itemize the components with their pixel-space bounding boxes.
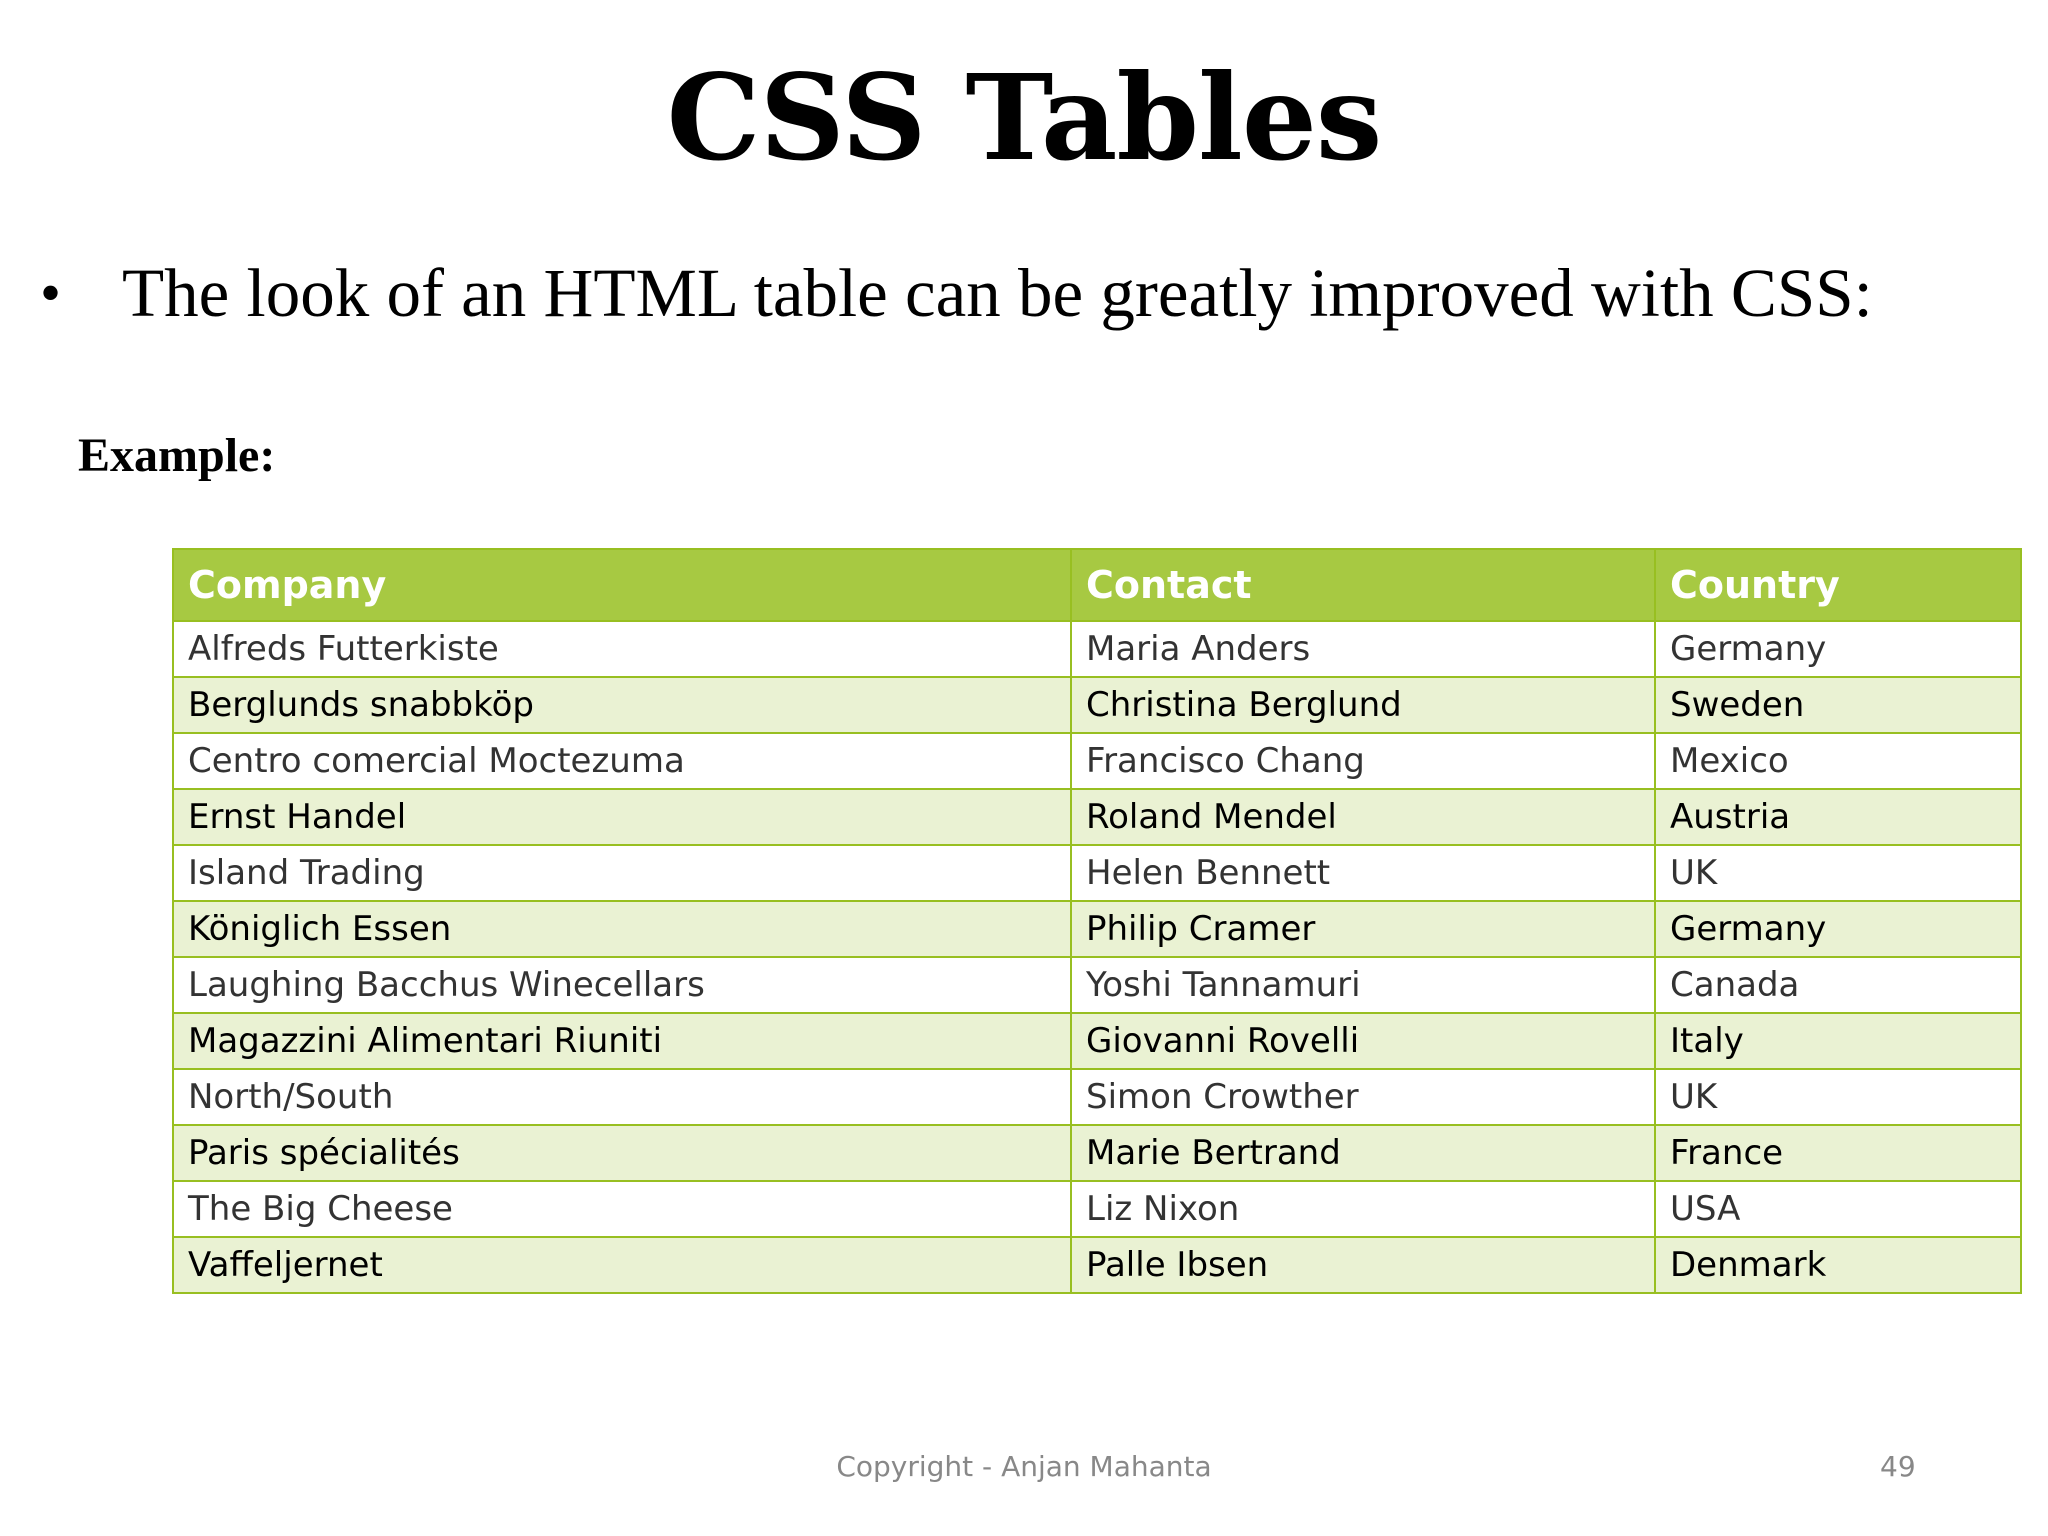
cell-country: Italy: [1654, 1012, 2022, 1070]
table-header-row: Company Contact Country: [172, 548, 2022, 622]
example-table-container: Company Contact Country Alfreds Futterki…: [172, 548, 2022, 1294]
table-row: Ernst Handel Roland Mendel Austria: [172, 788, 2022, 846]
cell-country: UK: [1654, 1068, 2022, 1126]
table-row: Paris spécialités Marie Bertrand France: [172, 1124, 2022, 1182]
cell-contact: Marie Bertrand: [1070, 1124, 1656, 1182]
footer-copyright: Copyright - Anjan Mahanta: [836, 1450, 1212, 1483]
cell-company: Paris spécialités: [172, 1124, 1072, 1182]
cell-company: North/South: [172, 1068, 1072, 1126]
cell-country: Germany: [1654, 620, 2022, 678]
cell-company: Alfreds Futterkiste: [172, 620, 1072, 678]
header-contact: Contact: [1070, 548, 1656, 622]
cell-country: Austria: [1654, 788, 2022, 846]
table-row: Berglunds snabbköp Christina Berglund Swed…: [172, 676, 2022, 734]
cell-country: Germany: [1654, 900, 2022, 958]
table-row: North/South Simon Crowther UK: [172, 1068, 2022, 1126]
cell-contact: Liz Nixon: [1070, 1180, 1656, 1238]
cell-company: Centro comercial Moctezuma: [172, 732, 1072, 790]
cell-company: Magazzini Alimentari Riuniti: [172, 1012, 1072, 1070]
table-row: Laughing Bacchus Winecellars Yoshi Tannam…: [172, 956, 2022, 1014]
customers-table: Company Contact Country Alfreds Futterki…: [172, 548, 2022, 1294]
cell-company: The Big Cheese: [172, 1180, 1072, 1238]
cell-contact: Christina Berglund: [1070, 676, 1656, 734]
cell-contact: Giovanni Rovelli: [1070, 1012, 1656, 1070]
cell-company: Berglunds snabbköp: [172, 676, 1072, 734]
table-row: Island Trading Helen Bennett UK: [172, 844, 2022, 902]
slide-title: CSS Tables: [666, 48, 1383, 187]
cell-country: UK: [1654, 844, 2022, 902]
cell-country: Canada: [1654, 956, 2022, 1014]
header-company: Company: [172, 548, 1072, 622]
cell-contact: Yoshi Tannamuri: [1070, 956, 1656, 1014]
table-row: Königlich Essen Philip Cramer Germany: [172, 900, 2022, 958]
cell-country: Sweden: [1654, 676, 2022, 734]
cell-company: Vaffeljernet: [172, 1236, 1072, 1294]
header-country: Country: [1654, 548, 2022, 622]
table-row: Alfreds Futterkiste Maria Anders Germany: [172, 620, 2022, 678]
cell-country: Mexico: [1654, 732, 2022, 790]
cell-contact: Francisco Chang: [1070, 732, 1656, 790]
cell-contact: Roland Mendel: [1070, 788, 1656, 846]
cell-contact: Helen Bennett: [1070, 844, 1656, 902]
cell-contact: Philip Cramer: [1070, 900, 1656, 958]
bullet-text: The look of an HTML table can be greatly…: [122, 254, 1873, 331]
cell-country: Denmark: [1654, 1236, 2022, 1294]
cell-contact: Simon Crowther: [1070, 1068, 1656, 1126]
cell-company: Königlich Essen: [172, 900, 1072, 958]
cell-company: Island Trading: [172, 844, 1072, 902]
bullet-icon: •: [40, 259, 62, 326]
cell-country: France: [1654, 1124, 2022, 1182]
bullet-point: • The look of an HTML table can be great…: [40, 248, 1873, 338]
cell-contact: Maria Anders: [1070, 620, 1656, 678]
table-body: Alfreds Futterkiste Maria Anders Germany Be…: [172, 620, 2022, 1294]
example-label: Example:: [78, 429, 276, 482]
cell-contact: Palle Ibsen: [1070, 1236, 1656, 1294]
page-number: 49: [1880, 1450, 1916, 1483]
table-row: The Big Cheese Liz Nixon USA: [172, 1180, 2022, 1238]
table-row: Vaffeljernet Palle Ibsen Denmark: [172, 1236, 2022, 1294]
cell-company: Ernst Handel: [172, 788, 1072, 846]
table-row: Magazzini Alimentari Riuniti Giovanni Rov…: [172, 1012, 2022, 1070]
cell-country: USA: [1654, 1180, 2022, 1238]
cell-company: Laughing Bacchus Winecellars: [172, 956, 1072, 1014]
table-row: Centro comercial Moctezuma Francisco Chan…: [172, 732, 2022, 790]
